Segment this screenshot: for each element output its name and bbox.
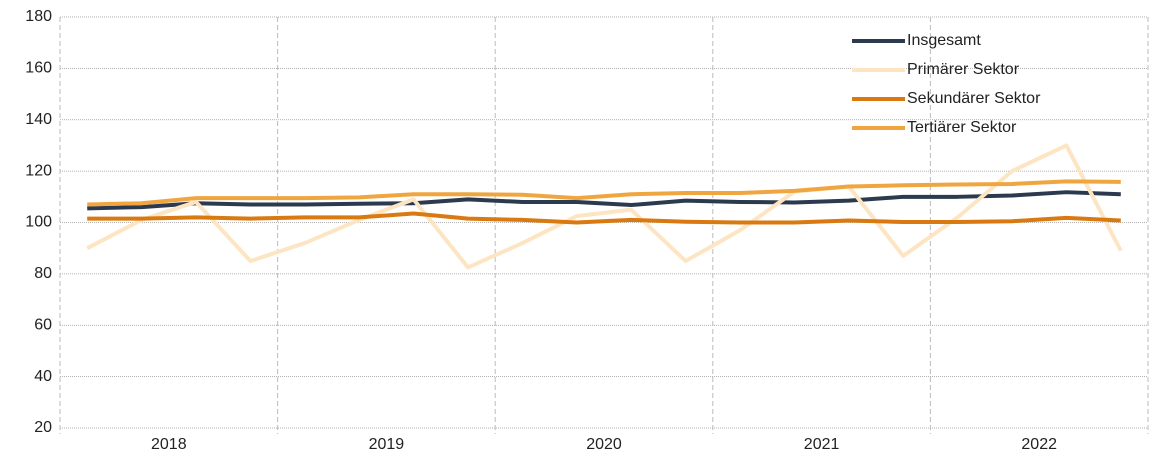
series-line	[87, 179, 1121, 207]
x-tick-label: 2020	[586, 436, 622, 453]
legend-label: Tertiärer Sektor	[907, 119, 1017, 136]
series-line	[87, 190, 1121, 211]
x-tick-label: 2021	[804, 436, 840, 453]
y-tick-label: 80	[34, 265, 52, 282]
legend-label: Sekundärer Sektor	[907, 90, 1041, 107]
series-line	[86, 143, 1123, 270]
y-tick-label: 180	[25, 8, 52, 25]
y-tick-label: 60	[34, 316, 52, 333]
y-tick-label: 160	[25, 60, 52, 77]
x-tick-label: 2018	[151, 436, 187, 453]
legend-label: Insgesamt	[907, 32, 981, 49]
series-line	[87, 211, 1121, 225]
y-tick-label: 20	[34, 419, 52, 436]
legend-label: Primärer Sektor	[907, 61, 1020, 78]
x-tick-label: 2019	[369, 436, 405, 453]
y-tick-label: 40	[34, 368, 52, 385]
y-tick-label: 100	[25, 214, 52, 231]
y-tick-label: 140	[25, 111, 52, 128]
y-tick-label: 120	[25, 162, 52, 179]
x-tick-label: 2022	[1021, 436, 1057, 453]
